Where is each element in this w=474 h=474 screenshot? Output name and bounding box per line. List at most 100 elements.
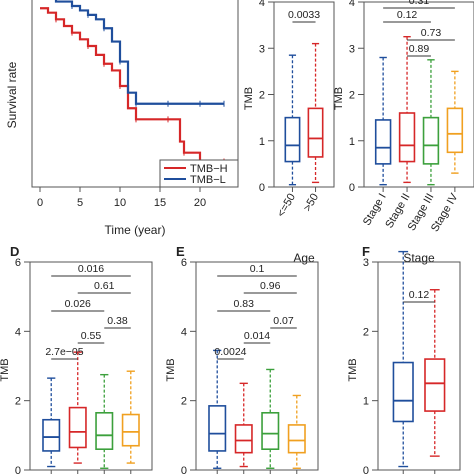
box-body-2-3 (446, 107, 464, 154)
ylabel-3: TMB (0, 358, 11, 381)
ytick-label-2-4: 4 (349, 0, 355, 9)
xtick-label-1-1: >50 (301, 192, 321, 214)
ytick-label-1-2: 2 (259, 90, 265, 102)
box-2-0: Stage I (361, 56, 392, 228)
ytick-label-5-2: 2 (363, 326, 369, 338)
ytick-label-2-2: 2 (349, 90, 355, 102)
ytick-label-1-4: 4 (259, 0, 265, 9)
ytick-label-3-6: 6 (15, 257, 21, 269)
ytick-label-2-3: 3 (349, 43, 355, 55)
boxplot-panel-4: 0 2 4 6 TMB 0.1 0.96 0.83 0.070.014 0.0024 E (165, 244, 319, 474)
box-body-4-3 (287, 424, 306, 454)
pvalue-3-4: 0.55 (81, 330, 102, 342)
ytick-label-3-2: 2 (15, 396, 21, 408)
pvalue-3-3: 0.38 (107, 315, 128, 327)
box-body-5-0 (392, 361, 414, 423)
ytick-label-4-0: 0 (181, 465, 187, 474)
comparisons-1: 0.0033 (288, 9, 320, 23)
legend-box (159, 159, 239, 188)
ytick-label-5-3: 3 (363, 257, 369, 269)
survival-panel: 0 5 10 15 20 Time (year) Survival rate TMB−HTMB… (5, 0, 239, 237)
ylabel-2: TMB (333, 87, 345, 110)
pvalue-4-2: 0.83 (234, 298, 255, 310)
pvalue-4-1: 0.96 (260, 280, 281, 292)
xlabel-1: Age (293, 251, 315, 265)
pvalue-2-3: 0.89 (409, 43, 430, 55)
box-5-1 (424, 289, 446, 474)
panel-letter-F: F (362, 244, 370, 259)
pvalue-2-2: 0.73 (421, 27, 442, 39)
boxplot-panel-3: 0 2 4 6 TMB 0.016 0.610.026 0.38 0.55 2.7e−05 D (0, 244, 153, 474)
box-4-1 (234, 382, 253, 474)
box-1-0: <=50 (275, 54, 301, 220)
boxplot-frame-3 (29, 261, 153, 471)
survival-xtick-label-5: 5 (77, 197, 83, 209)
survival-frame (31, 0, 239, 188)
pvalue-4-3: 0.07 (273, 315, 294, 327)
box-body-3-3 (121, 413, 140, 447)
ytick-label-2-1: 1 (349, 136, 355, 148)
ytick-label-4-2: 2 (181, 396, 187, 408)
box-body-5-1 (424, 358, 446, 412)
pvalue-3-1: 0.61 (94, 280, 115, 292)
box-5-0 (392, 250, 414, 474)
ytick-label-4-6: 6 (181, 257, 187, 269)
pvalue-2-0: 0.31 (409, 0, 430, 7)
box-body-3-2 (95, 411, 114, 450)
pvalue-4-5: 0.0024 (214, 346, 246, 358)
box-body-1-0 (284, 116, 301, 163)
panel-letter-D: D (10, 244, 19, 259)
pvalue-3-5: 2.7e−05 (45, 346, 83, 358)
survival-curve-1 (54, 0, 224, 105)
box-1-1: >50 (301, 42, 324, 214)
box-3-1 (68, 351, 87, 474)
pvalue-4-4: 0.014 (244, 330, 270, 342)
comparisons-3: 0.016 0.610.026 0.38 0.55 2.7e−05 (45, 263, 131, 360)
ytick-label-1-0: 0 (259, 182, 265, 194)
pvalue-2-1: 0.12 (397, 9, 418, 21)
pvalue-5-0: 0.12 (409, 289, 430, 301)
boxplot-frame-5 (377, 261, 461, 471)
box-body-3-1 (68, 406, 87, 449)
ytick-label-5-1: 1 (363, 396, 369, 408)
box-body-4-1 (234, 424, 253, 454)
survival-xtick-label-0: 0 (37, 197, 43, 209)
survival-xtick-label-20: 20 (194, 197, 206, 209)
pvalue-3-2: 0.026 (65, 298, 91, 310)
comparisons-2: 0.31 0.120.73 0.89 (383, 0, 455, 57)
ytick-label-2-0: 0 (349, 182, 355, 194)
boxplot-panel-5: 0 1 2 3 TMB 0.12 F (347, 244, 461, 474)
xtick-label-1-0: <=50 (275, 192, 298, 220)
box-3-0 (42, 377, 61, 474)
box-body-4-2 (261, 411, 280, 450)
ytick-label-4-4: 4 (181, 326, 187, 338)
ylabel-1: TMB (243, 87, 255, 110)
ytick-label-5-0: 0 (363, 465, 369, 474)
box-3-3 (121, 370, 140, 474)
pvalue-4-0: 0.1 (250, 263, 265, 275)
box-body-2-2 (422, 116, 440, 165)
xlabel-2: Stage (403, 251, 435, 265)
comparisons-4: 0.1 0.96 0.83 0.070.014 0.0024 (214, 263, 297, 360)
survival-curve-0 (40, 7, 224, 163)
survival-xtick-label-10: 10 (114, 197, 126, 209)
comparisons-5: 0.12 (403, 289, 435, 303)
ytick-label-3-0: 0 (15, 465, 21, 474)
box-3-2 (95, 373, 114, 474)
panel-letter-E: E (176, 244, 185, 259)
box-4-3 (287, 394, 306, 474)
legend-label-0: TMB−H (190, 163, 228, 175)
ylabel-4: TMB (165, 358, 177, 381)
boxplot-panel-1: 0 2 4 1 3 TMB <=50 >50 0.0033 Age (243, 0, 335, 265)
ytick-label-1-1: 1 (259, 136, 265, 148)
box-body-3-0 (42, 418, 61, 452)
ytick-label-3-4: 4 (15, 326, 21, 338)
legend-label-1: TMB−L (190, 174, 226, 186)
box-body-1-1 (307, 107, 324, 158)
survival-xlabel: Time (year) (105, 223, 166, 237)
boxplot-frame-1 (273, 1, 335, 188)
ytick-label-1-3: 3 (259, 43, 265, 55)
